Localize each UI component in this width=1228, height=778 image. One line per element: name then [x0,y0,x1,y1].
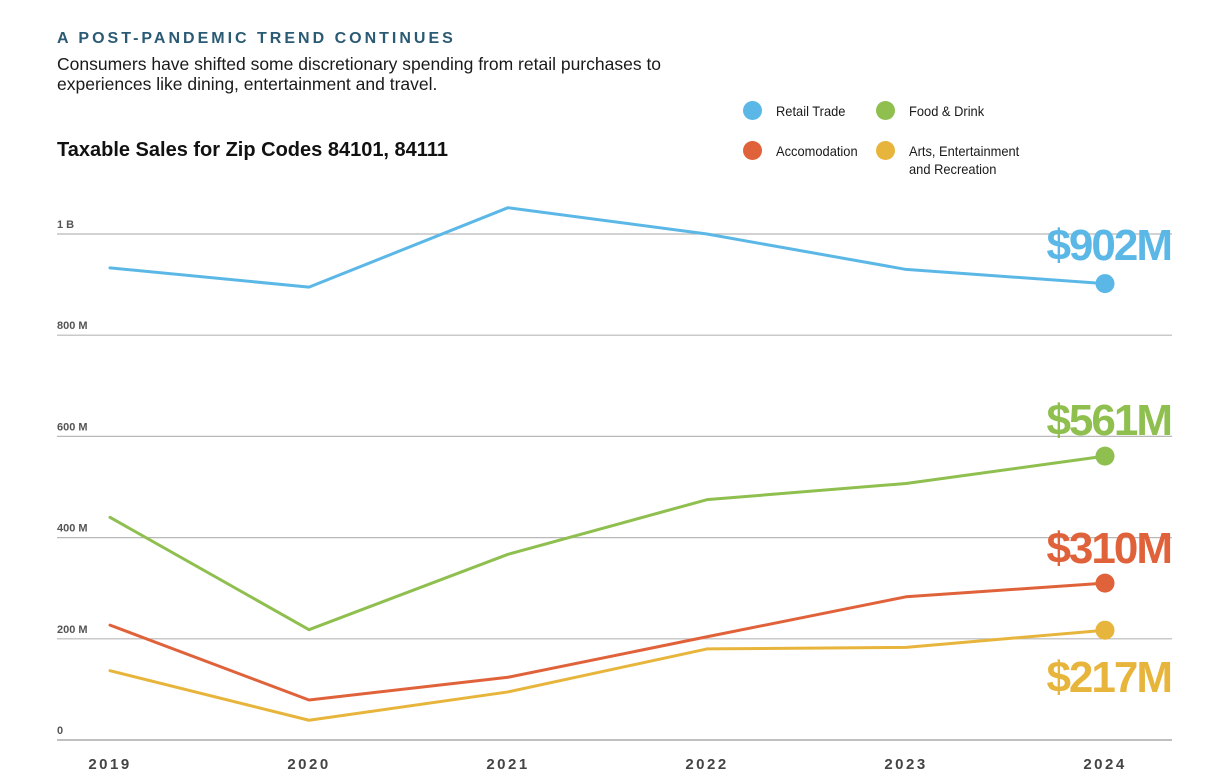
chart-kicker: A POST-PANDEMIC TREND CONTINUES [57,30,456,47]
y-tick-label-200-m: 200 M [57,624,88,636]
x-tick-label-2020: 2020 [287,756,330,773]
end-point-retail-trade [1095,274,1115,294]
end-label-accomodation: $310M [1046,524,1171,573]
legend-dot-arts-entertainment [876,141,895,160]
y-tick-label-600-m: 600 M [57,421,88,433]
x-tick-label-2022: 2022 [685,756,728,773]
legend-label-accomodation: Accomodation [776,143,858,159]
x-tick-label-2023: 2023 [884,756,927,773]
legend-dot-retail-trade [743,101,762,120]
legend-item-retail-trade: Retail Trade [743,101,851,120]
chart-title: Taxable Sales for Zip Codes 84101, 84111 [57,139,448,161]
legend-dot-accomodation [743,141,762,160]
y-tick-label-0: 0 [57,725,63,737]
end-point-accomodation [1095,573,1115,593]
series-line-retail-trade [108,206,1107,289]
y-tick-label-1-b: 1 B [57,219,74,231]
series-line-arts-entertainment-and-recreation [108,628,1107,722]
y-tick-label-800-m: 800 M [57,320,88,332]
legend-label-arts-entertainment: Arts, Entertainment and Recreation [909,143,1020,177]
chart-subtitle: Consumers have shifted some discretionar… [57,54,662,94]
legend-item-food-drink: Food & Drink [876,101,991,120]
x-tick-label-2024: 2024 [1083,756,1126,773]
legend-label-retail-trade: Retail Trade [776,103,846,119]
x-tick-label-2019: 2019 [88,756,131,773]
legend-item-arts-entertainment: Arts, Entertainment and Recreation [876,141,1029,178]
y-tick-label-400-m: 400 M [57,523,88,535]
end-label-retail-trade: $902M [1046,221,1171,270]
end-label-arts-entertainment-and-recreation: $217M [1046,653,1171,702]
end-label-food-drink: $561M [1046,396,1171,445]
x-tick-label-2021: 2021 [486,756,529,773]
series-line-food-drink [108,454,1107,632]
legend-item-accomodation: Accomodation [743,141,865,160]
end-point-arts-entertainment-and-recreation [1095,620,1115,640]
legend-label-food-drink: Food & Drink [909,103,985,119]
end-point-food-drink [1095,446,1115,466]
legend-dot-food-drink [876,101,895,120]
series-line-accomodation [108,581,1107,702]
